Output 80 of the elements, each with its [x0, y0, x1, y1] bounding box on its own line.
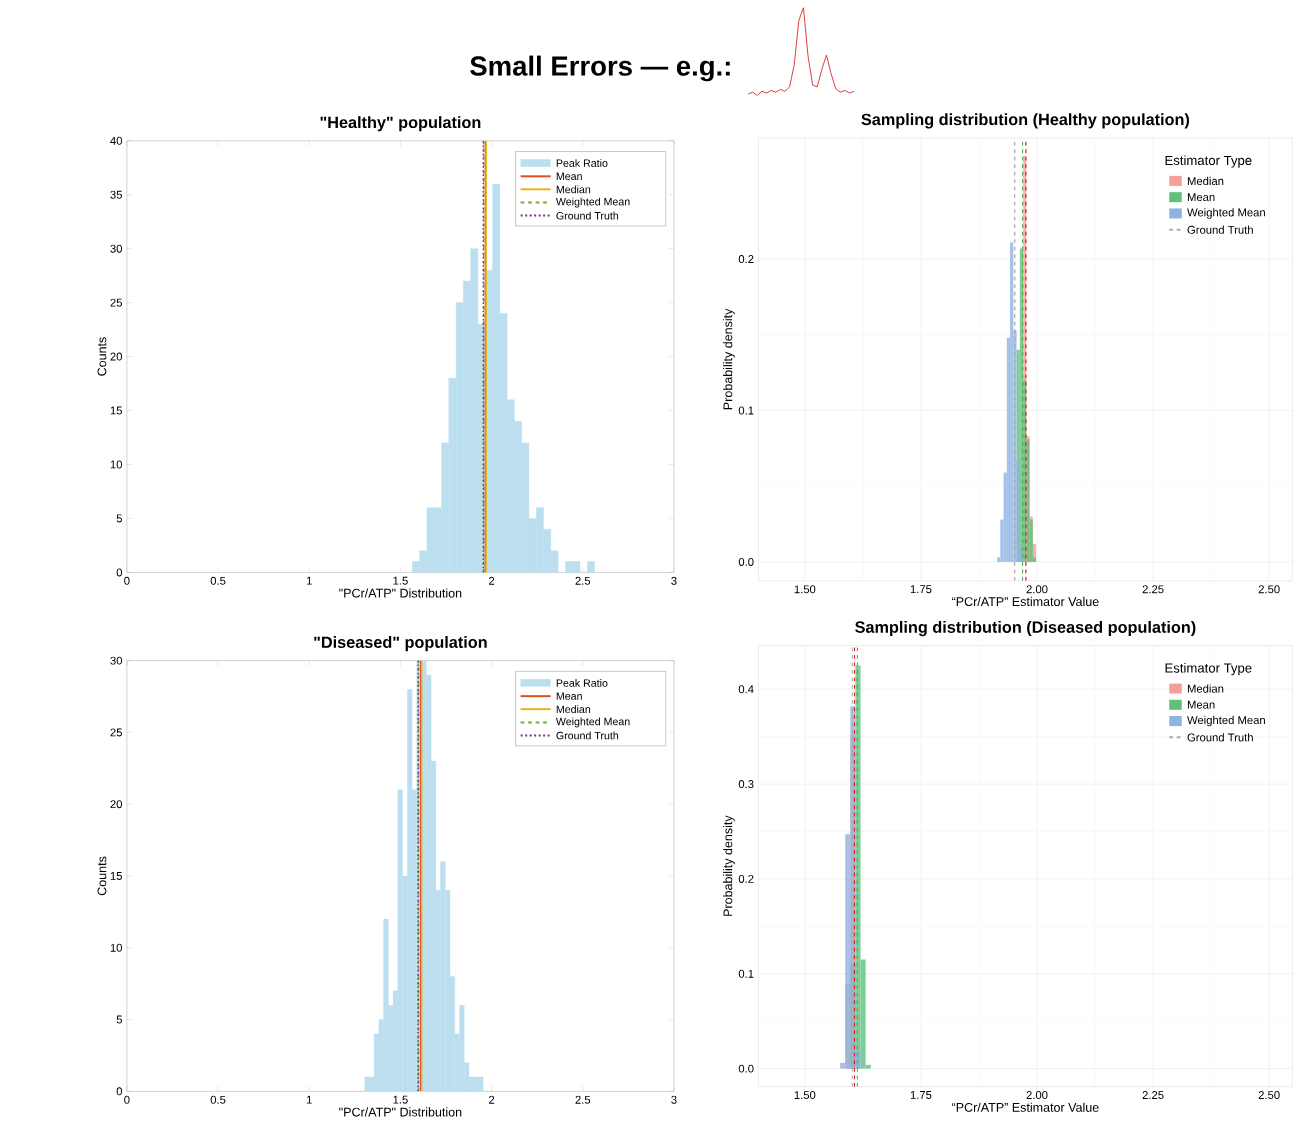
- x-tick-label: 3: [671, 1095, 677, 1104]
- x-tick-label: 0: [124, 1095, 130, 1104]
- y-axis-title: Probability density: [723, 815, 735, 916]
- y-tick-label: 0.2: [738, 255, 754, 264]
- legend-label: Mean: [1187, 193, 1215, 202]
- x-tick-label: 1.75: [910, 585, 932, 594]
- y-tick-label: 20: [110, 800, 123, 809]
- x-axis-title: "PCr/ATP" Distribution: [339, 1107, 462, 1117]
- legend-label: Median: [1187, 176, 1224, 185]
- y-tick-label: 30: [110, 656, 123, 665]
- chart-title: "Diseased" population: [314, 635, 487, 652]
- y-tick-label: 10: [110, 943, 123, 952]
- chart-title: Sampling distribution (Healthy population): [861, 113, 1190, 129]
- legend-label: Median: [556, 705, 591, 714]
- x-tick-label: 1: [306, 1095, 312, 1104]
- y-tick-label: 0: [116, 568, 123, 577]
- y-tick-label: 20: [110, 352, 123, 361]
- x-tick-label: 1.5: [393, 576, 408, 585]
- x-tick-label: 2.50: [1258, 585, 1280, 594]
- x-tick-label: 2.25: [1142, 585, 1164, 594]
- x-tick-label: 2.00: [1026, 585, 1048, 594]
- legend-label: Ground Truth: [1187, 733, 1253, 742]
- x-tick-label: 1.5: [393, 1095, 408, 1104]
- x-axis-title: “PCr/ATP” Estimator Value: [952, 596, 1099, 606]
- y-tick-label: 0.2: [738, 874, 754, 883]
- x-tick-label: 2: [489, 576, 495, 585]
- y-tick-label: 0.4: [738, 685, 754, 694]
- legend-label: Ground Truth: [1187, 225, 1253, 234]
- x-tick-label: 1: [306, 576, 312, 585]
- y-tick-label: 35: [110, 190, 122, 199]
- y-axis-title: Counts: [97, 856, 107, 896]
- y-tick-label: 40: [110, 136, 123, 145]
- y-tick-label: 0.1: [738, 969, 754, 978]
- legend-label: Ground Truth: [556, 211, 619, 220]
- legend-title: Estimator Type: [1165, 155, 1252, 168]
- x-tick-label: 2: [489, 1095, 495, 1104]
- y-tick-label: 0.3: [738, 780, 754, 789]
- legend-label: Weighted Mean: [1187, 208, 1265, 219]
- y-axis-title: Probability density: [723, 308, 735, 410]
- x-tick-label: 1.50: [794, 585, 816, 594]
- x-tick-label: 2.25: [1142, 1091, 1164, 1099]
- legend-label: Median: [1187, 684, 1224, 693]
- legend-title: Estimator Type: [1165, 662, 1252, 676]
- y-tick-label: 25: [110, 728, 122, 737]
- legend-label: Mean: [1187, 700, 1215, 709]
- x-tick-label: 0.5: [210, 1095, 226, 1104]
- text: Small Errors — e.g.:: [470, 55, 730, 82]
- y-tick-label: 5: [116, 1015, 122, 1024]
- y-tick-label: 0.0: [738, 557, 754, 566]
- y-tick-label: 25: [110, 298, 122, 307]
- x-tick-label: 1.75: [910, 1091, 932, 1099]
- y-tick-label: 30: [110, 244, 123, 253]
- x-tick-label: 0.5: [210, 576, 226, 585]
- y-tick-label: 15: [110, 871, 122, 880]
- x-tick-label: 2.5: [575, 1095, 591, 1104]
- legend-label: Mean: [556, 692, 582, 700]
- legend-label: Weighted Mean: [555, 717, 630, 728]
- x-tick-label: 3: [671, 576, 677, 585]
- legend-label: Peak Ratio: [556, 678, 608, 687]
- legend-label: Ground Truth: [556, 731, 619, 740]
- legend-label: Weighted Mean: [555, 197, 630, 208]
- y-tick-label: 0.1: [738, 406, 754, 415]
- y-axis-title: Counts: [97, 337, 107, 376]
- legend-label: Mean: [556, 172, 582, 180]
- y-tick-label: 0.0: [738, 1064, 754, 1073]
- legend-label: Median: [556, 185, 591, 194]
- x-tick-label: 1.50: [794, 1091, 816, 1099]
- x-tick-label: 2.00: [1026, 1091, 1048, 1099]
- chart-title: "Healthy" population: [320, 116, 481, 132]
- legend-label: Weighted Mean: [1187, 715, 1265, 727]
- y-tick-label: 15: [110, 406, 122, 415]
- legend-label: Peak Ratio: [556, 159, 608, 167]
- x-axis-title: “PCr/ATP” Estimator Value: [952, 1102, 1099, 1112]
- y-tick-label: 5: [116, 514, 122, 523]
- y-tick-label: 10: [110, 460, 123, 469]
- x-axis-title: "PCr/ATP" Distribution: [339, 588, 462, 598]
- x-tick-label: 2.50: [1258, 1091, 1280, 1099]
- chart-title: Sampling distribution (Diseased population): [855, 620, 1196, 637]
- x-tick-label: 0: [124, 576, 130, 585]
- x-tick-label: 2.5: [575, 576, 591, 585]
